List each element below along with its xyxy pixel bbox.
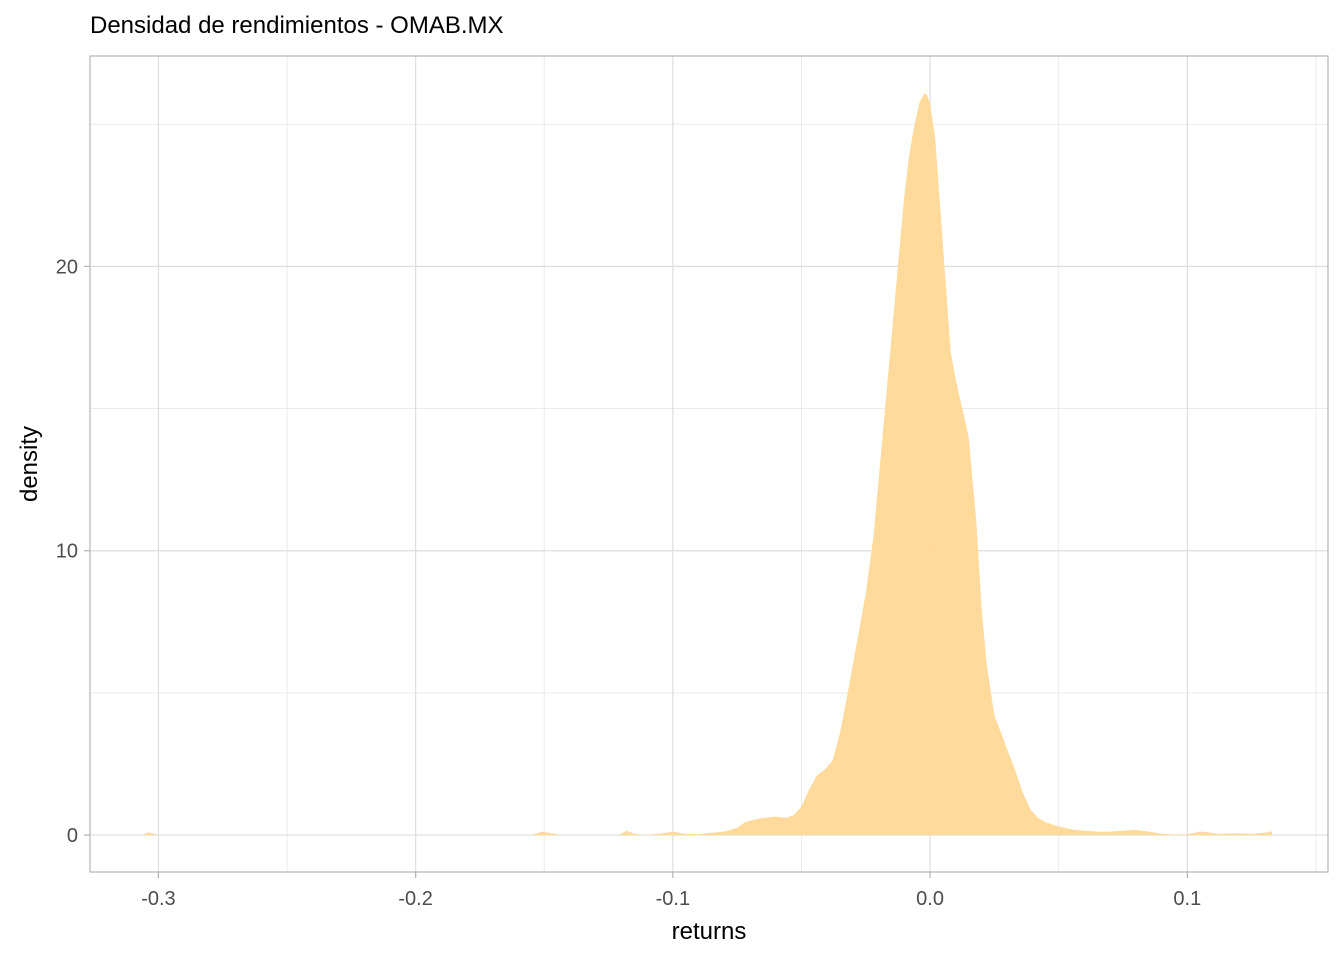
- x-tick-label: 0.1: [1173, 888, 1201, 910]
- y-axis-title: density: [16, 426, 43, 502]
- x-axis-title: returns: [672, 918, 747, 945]
- panel-border: [89, 55, 1329, 873]
- y-tick-label: 20: [56, 256, 78, 278]
- tick-layer: -0.3 -0.2 -0.1 0.0 0.1 0 10 20: [56, 256, 1201, 910]
- chart-title: Densidad de rendimientos - OMAB.MX: [90, 12, 504, 39]
- y-tick-label: 10: [56, 541, 78, 563]
- grid-layer: [90, 56, 1328, 872]
- x-tick-label: -0.3: [141, 888, 175, 910]
- x-tick-label: -0.2: [398, 888, 432, 910]
- frame-layer: [89, 55, 1329, 873]
- y-tick-label: 0: [67, 825, 78, 847]
- density-area: [142, 92, 1273, 836]
- x-tick-label: -0.1: [656, 888, 690, 910]
- area-layer: [142, 92, 1273, 836]
- x-tick-label: 0.0: [916, 888, 944, 910]
